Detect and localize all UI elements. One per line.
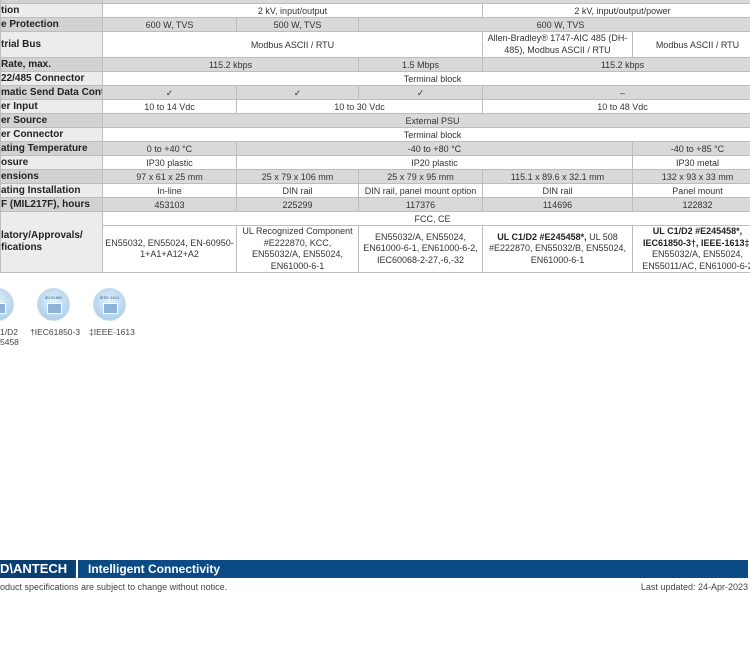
table-cell: IP30 metal: [632, 155, 750, 170]
table-row: ating Installation In-line DIN rail DIN rai…: [0, 183, 750, 198]
table-row: e Protection 600 W, TVS 500 W, TVS 600 W, T…: [0, 17, 750, 32]
table-cell: ✓: [236, 85, 359, 100]
table-row: matic Send Data Control✓✓✓–: [0, 85, 750, 100]
table-cell: Modbus ASCII / RTU: [632, 31, 750, 58]
row-label: er Source: [0, 113, 103, 128]
row-label: Rate, max.: [0, 57, 103, 72]
badge-caption: ‡IEEE-1613: [89, 327, 135, 337]
divider: [76, 560, 78, 578]
cert-text: UL 508 #E222870, EN55032/B, EN55024, EN6…: [488, 231, 627, 265]
table-cell: 115.1 x 89.6 x 32.1 mm: [482, 169, 633, 184]
table-cell: 10 to 48 Vdc: [482, 99, 750, 114]
table-cell: 225299: [236, 197, 359, 212]
table-row: 22/485 Connector Terminal block: [0, 71, 750, 86]
table-row: F (MIL217F), hours 453103 225299 117376 1146…: [0, 197, 750, 212]
spec-table: tion 2 kV, input/output 2 kV, input/output…: [0, 0, 750, 273]
row-label: latory/Approvals/ fications: [0, 211, 103, 273]
row-label: ating Installation: [0, 183, 103, 198]
table-cell: UL C1/D2 #E245458*, IEC61850-3†, IEEE-16…: [632, 225, 750, 273]
table-cell: UL C1/D2 #E245458*, UL 508 #E222870, EN5…: [482, 225, 633, 273]
table-cell: 500 W, TVS: [236, 17, 359, 32]
table-cell: 114696: [482, 197, 633, 212]
advantech-logo: D\ANTECH: [0, 560, 75, 578]
row-label: trial Bus: [0, 31, 103, 58]
table-cell: Modbus ASCII / RTU: [102, 31, 483, 58]
table-cell: 115.2 kbps: [102, 57, 359, 72]
table-row: trial Bus Modbus ASCII / RTU Allen-Bradley…: [0, 31, 750, 58]
footer-bar: D\ANTECH Intelligent Connectivity: [0, 560, 748, 578]
table-row: ensions 97 x 61 x 25 mm 25 x 79 x 106 mm 25…: [0, 169, 750, 184]
table-row: Rate, max. 115.2 kbps 1.5 Mbps 115.2 kbps: [0, 57, 750, 72]
table-cell: Terminal block: [102, 127, 750, 142]
row-label: 22/485 Connector: [0, 71, 103, 86]
iec61850-badge-icon: IEC61850: [37, 288, 70, 321]
bold-cert: UL C1/D2 #E245458*, IEC61850-3†, IEEE-16…: [642, 226, 750, 248]
table-cell: -40 to +85 °C: [632, 141, 750, 156]
table-cell: DIN rail: [482, 183, 633, 198]
table-cell: 600 W, TVS: [358, 17, 750, 32]
row-label: matic Send Data Control: [0, 85, 103, 100]
table-cell: 0 to +40 °C: [102, 141, 237, 156]
ul-c1d2-badge-icon: [0, 288, 14, 321]
table-cell: External PSU: [102, 113, 750, 128]
table-cell: Panel mount: [632, 183, 750, 198]
table-cell: Allen-Bradley® 1747-AIC 485 (DH-485), Mo…: [482, 31, 633, 58]
table-row: er Connector Terminal block: [0, 127, 750, 142]
table-cell: In-line: [102, 183, 237, 198]
table-cell: IP20 plastic: [236, 155, 633, 170]
table-row: er Source External PSU: [0, 113, 750, 128]
table-cell: ✓: [358, 85, 483, 100]
badge-caption: 1/D2 5458: [0, 327, 19, 347]
table-cell: 97 x 61 x 25 mm: [102, 169, 237, 184]
table-cell: 10 to 14 Vdc: [102, 99, 237, 114]
table-row: osure IP30 plastic IP20 plastic IP30 metal: [0, 155, 750, 170]
ieee1613-badge-icon: IEEE-1613: [93, 288, 126, 321]
table-cell: 122832: [632, 197, 750, 212]
table-row: EN55032, EN55024, EN-60950-1+A1+A12+A2 UL…: [1, 225, 750, 273]
row-label: ating Temperature: [0, 141, 103, 156]
table-cell: IP30 plastic: [102, 155, 237, 170]
bold-cert: UL C1/D2 #E245458*,: [497, 231, 587, 242]
table-cell: 132 x 93 x 33 mm: [632, 169, 750, 184]
row-label: er Input: [0, 99, 103, 114]
badge-caption: †IEC61850-3: [30, 327, 81, 337]
table-cell: 117376: [358, 197, 483, 212]
table-cell: UL Recognized Component #E222870, KCC, E…: [236, 225, 359, 273]
table-cell: 25 x 79 x 95 mm: [358, 169, 483, 184]
disclaimer: oduct specifications are subject to chan…: [0, 582, 228, 592]
table-cell: –: [482, 85, 750, 100]
table-cell: 600 W, TVS: [102, 17, 237, 32]
table-cell: 453103: [102, 197, 237, 212]
table-cell: 25 x 79 x 106 mm: [236, 169, 359, 184]
cert-text: EN55032/A, EN55024, EN55011/AC, EN61000-…: [642, 249, 750, 271]
last-updated: Last updated: 24-Apr-2023: [640, 582, 748, 592]
tagline: Intelligent Connectivity: [88, 562, 221, 576]
table-row: ating Temperature 0 to +40 °C -40 to +80 °…: [0, 141, 750, 156]
row-label: ensions: [0, 169, 103, 184]
table-cell: FCC, CE: [102, 211, 750, 226]
row-label: tion: [0, 3, 103, 18]
row-label: er Connector: [0, 127, 103, 142]
table-cell: EN55032, EN55024, EN-60950-1+A1+A12+A2: [102, 225, 237, 273]
row-label: e Protection: [0, 17, 103, 32]
row-label: F (MIL217F), hours: [0, 197, 103, 212]
table-row: tion 2 kV, input/output 2 kV, input/output…: [0, 3, 750, 18]
table-cell: Terminal block: [102, 71, 750, 86]
table-row: er Input 10 to 14 Vdc 10 to 30 Vdc 10 to 48…: [0, 99, 750, 114]
row-label: osure: [0, 155, 103, 170]
table-cell: 2 kV, input/output/power: [482, 3, 750, 18]
table-cell: 1.5 Mbps: [358, 57, 483, 72]
table-cell: EN55032/A, EN55024, EN61000-6-1, EN61000…: [358, 225, 483, 273]
table-cell: -40 to +80 °C: [236, 141, 633, 156]
table-cell: DIN rail, panel mount option: [358, 183, 483, 198]
table-cell: 10 to 30 Vdc: [236, 99, 483, 114]
table-row: latory/Approvals/ fications FCC, CE: [0, 211, 750, 273]
table-cell: 115.2 kbps: [482, 57, 750, 72]
table-cell: ✓: [102, 85, 237, 100]
table-cell: DIN rail: [236, 183, 359, 198]
table-cell: 2 kV, input/output: [102, 3, 483, 18]
